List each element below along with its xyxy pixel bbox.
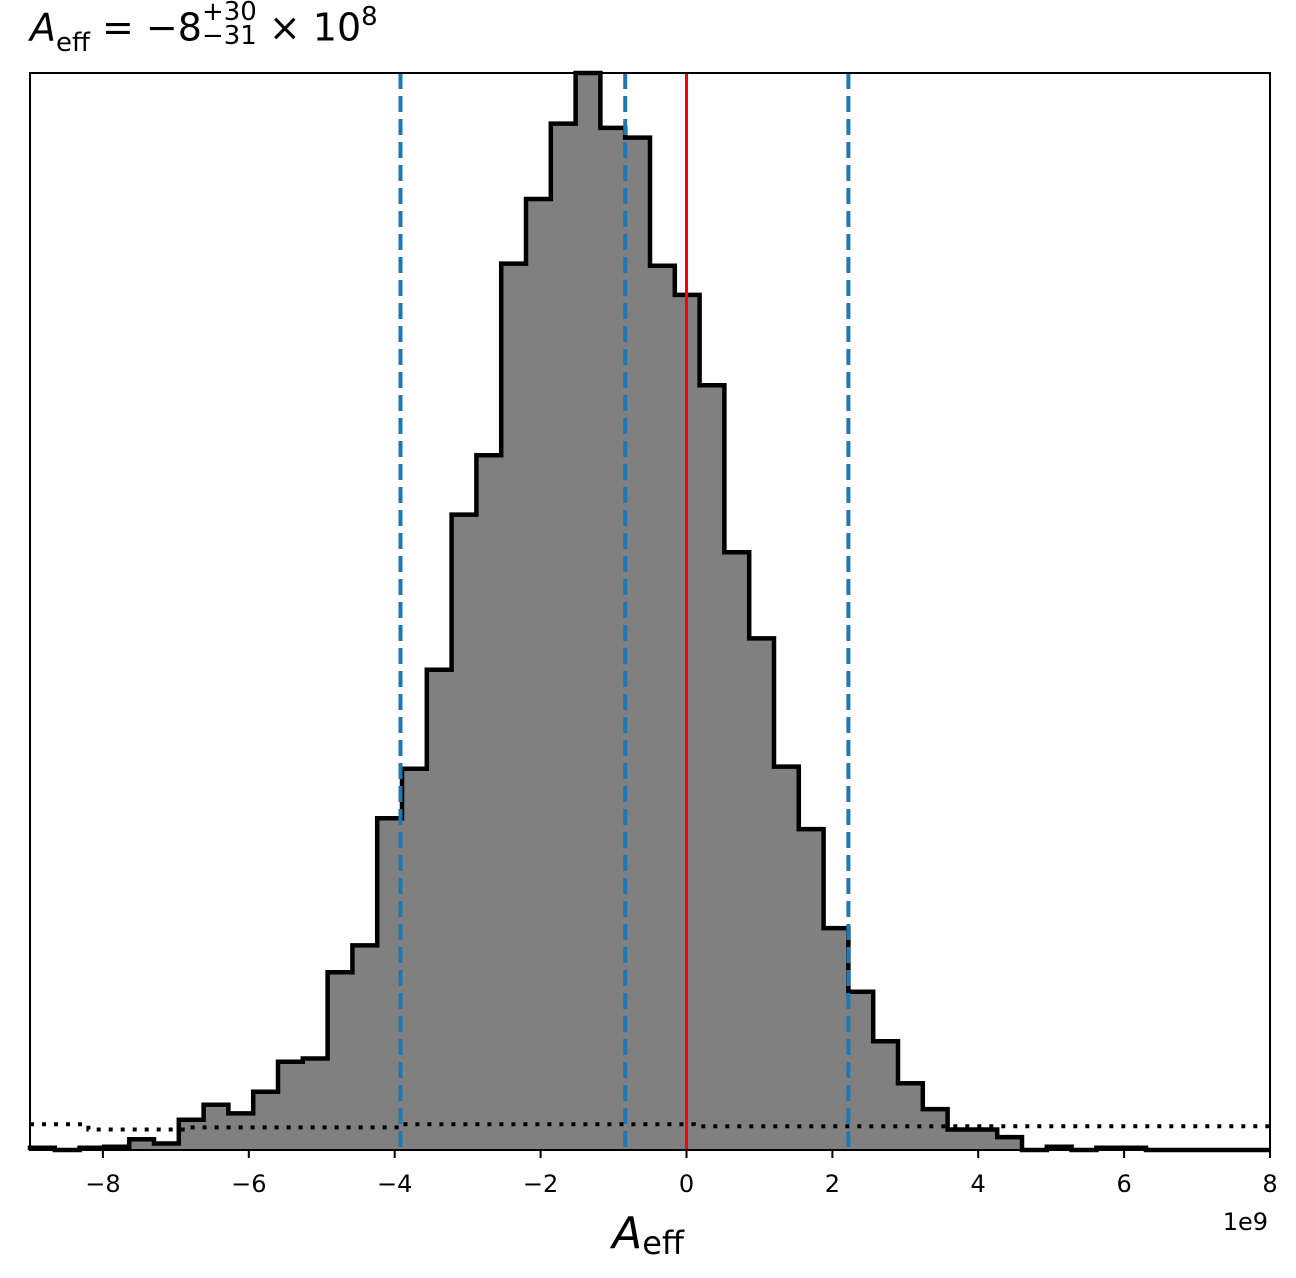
title-errors: +30 −31	[201, 0, 257, 51]
histogram-bar	[823, 928, 849, 1150]
x-tick-label: 0	[679, 1170, 694, 1198]
x-axis-label-symbol: A	[609, 1208, 642, 1259]
histogram-bar	[253, 1091, 279, 1150]
histogram-bar	[228, 1113, 254, 1150]
histogram-bar	[501, 263, 527, 1151]
x-tick-label: 2	[825, 1170, 840, 1198]
histogram-bar	[575, 73, 601, 1150]
x-tick-label: −2	[523, 1170, 558, 1198]
histogram-bar	[650, 265, 676, 1150]
histogram-bar	[526, 199, 552, 1150]
histogram-bar	[451, 514, 477, 1150]
histogram-bar	[724, 552, 750, 1150]
histogram-bar	[972, 1129, 998, 1150]
histogram-bar	[129, 1139, 155, 1150]
histogram-bar	[550, 123, 576, 1151]
histogram-bar	[402, 768, 428, 1150]
histogram-bar	[997, 1137, 1023, 1150]
histogram-bar	[625, 137, 651, 1151]
x-tick-label: −6	[231, 1170, 266, 1198]
histogram-bar	[377, 818, 403, 1150]
histogram-bars	[30, 73, 1147, 1151]
histogram-bar	[848, 991, 874, 1150]
histogram-bar	[302, 1058, 328, 1150]
x-axis-label: Aeff	[609, 1208, 685, 1262]
histogram-bar	[178, 1119, 204, 1150]
prior-curve	[30, 1122, 1270, 1132]
histogram-bar	[922, 1109, 948, 1150]
x-tick-label: 6	[1116, 1170, 1131, 1198]
title-times: × 10	[256, 5, 362, 50]
histogram-bar	[898, 1083, 924, 1150]
x-tick-label: −4	[377, 1170, 412, 1198]
histogram-bar	[278, 1061, 304, 1150]
x-axis-label-subscript: eff	[642, 1224, 685, 1262]
histogram-bar	[154, 1143, 180, 1150]
histogram-bar	[600, 127, 626, 1150]
histogram-bar	[873, 1041, 899, 1150]
histogram-bar	[798, 829, 824, 1150]
histogram-bar	[947, 1129, 973, 1150]
histogram-bar	[352, 945, 378, 1150]
histogram-bar	[774, 766, 800, 1150]
title-symbol-subscript: eff	[56, 27, 90, 58]
plot-frame	[29, 72, 1271, 1151]
histogram-bar	[749, 638, 775, 1150]
histogram-bar	[476, 455, 502, 1150]
x-axis-ticks: −8 −6 −4 −2 0 2 4 6 8	[85, 1150, 1278, 1198]
title-lower-error: −31	[201, 21, 257, 51]
x-tick-label: −8	[85, 1170, 120, 1198]
reference-lines	[398, 73, 851, 1150]
title-exponent: 8	[361, 1, 378, 32]
x-tick-label: 8	[1262, 1170, 1277, 1198]
x-offset-label: 1e9	[1223, 1208, 1268, 1236]
chart-title: Aeff = −8 +30 −31 × 108	[30, 0, 378, 56]
histogram-bar	[699, 385, 725, 1150]
title-value: = −8	[89, 5, 202, 50]
title-upper-error: +30	[201, 0, 257, 27]
title-symbol: A	[30, 5, 56, 50]
histogram-outline	[27, 70, 1270, 1153]
histogram-bar	[327, 972, 353, 1150]
histogram-bar	[426, 669, 452, 1150]
x-tick-label: 4	[971, 1170, 986, 1198]
